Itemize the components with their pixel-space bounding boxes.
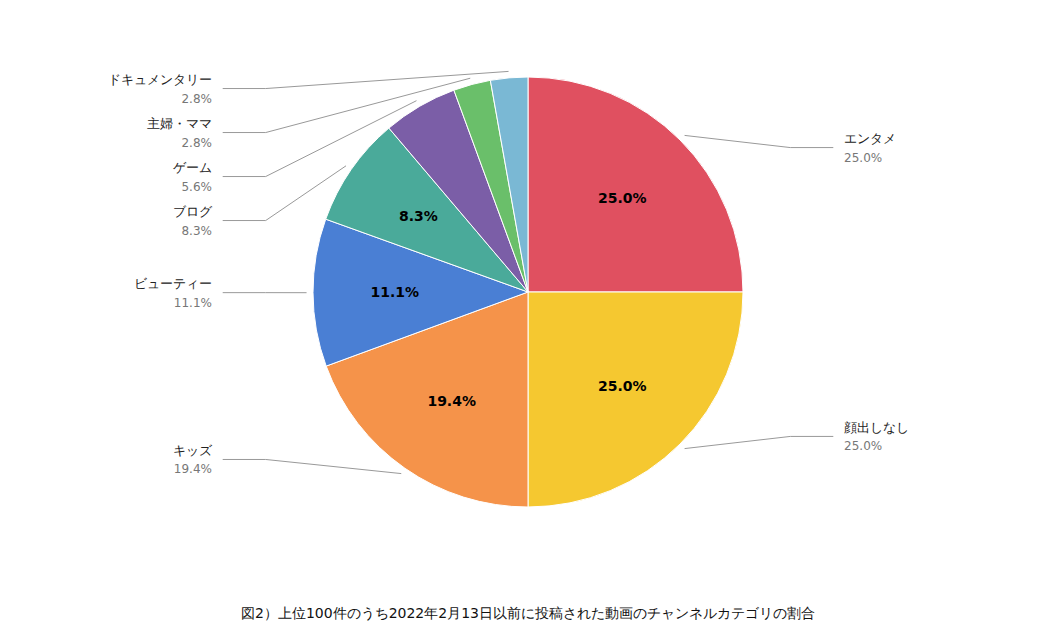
title: 図2）上位100件のうち2022年2月13日以前に投稿された動画のチャンネルカテ… — [241, 605, 815, 621]
pie — [313, 77, 743, 507]
percent-label: 5.6% — [181, 180, 212, 194]
slice-label: 11.1% — [370, 284, 419, 300]
labels: 25.0% 25.0% 19.4% 11.1% 8.3% エンタメ 25.0% 顔出しなし 25… — [108, 72, 909, 476]
leader-lines — [223, 71, 834, 473]
pie-slice — [490, 77, 528, 292]
chart: 25.0% 25.0% 19.4% 11.1% 8.3% エンタメ 25.0% 顔出しなし 25… — [0, 0, 1056, 640]
category-label: エンタメ — [844, 131, 896, 146]
slice-label: 25.0% — [598, 190, 647, 206]
leader-line — [685, 135, 834, 147]
percent-label: 11.1% — [174, 296, 212, 310]
category-label: 主婦・ママ — [147, 116, 212, 131]
percent-label: 8.3% — [181, 224, 212, 238]
slice-label: 8.3% — [399, 208, 438, 224]
percent-label: 2.8% — [181, 136, 212, 150]
leader-line — [223, 78, 471, 132]
percent-label: 25.0% — [844, 151, 882, 165]
slice-label: 19.4% — [427, 393, 476, 409]
leader-line — [685, 436, 834, 448]
leader-line — [223, 459, 402, 473]
leader-line — [223, 71, 509, 88]
category-label: キッズ — [173, 443, 213, 458]
category-label: ブログ — [173, 204, 213, 219]
percent-label: 2.8% — [181, 92, 212, 106]
category-label: ドキュメンタリー — [108, 72, 212, 87]
slice-label: 25.0% — [598, 378, 647, 394]
leader-line — [223, 292, 307, 293]
pie-slice — [528, 292, 743, 507]
leader-line — [223, 101, 417, 177]
category-label: ビューティー — [134, 276, 212, 291]
percent-label: 25.0% — [844, 439, 882, 453]
percent-label: 19.4% — [174, 462, 212, 476]
pie-slice — [528, 77, 743, 292]
category-label: ゲーム — [173, 160, 212, 175]
category-label: 顔出しなし — [844, 420, 909, 435]
leader-line — [223, 166, 346, 221]
